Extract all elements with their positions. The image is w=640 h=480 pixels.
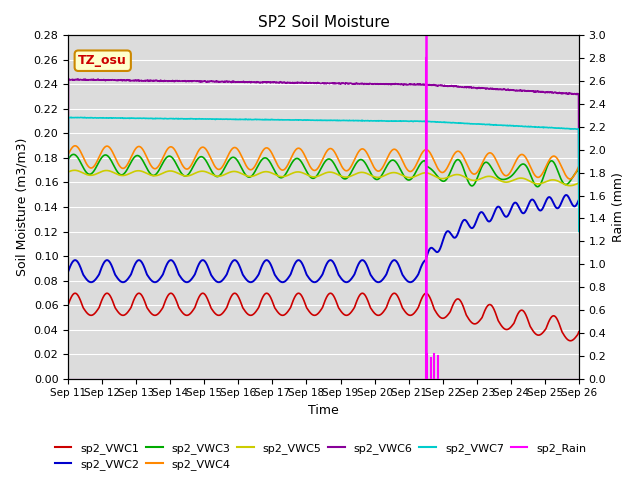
Title: SP2 Soil Moisture: SP2 Soil Moisture [257,15,389,30]
Y-axis label: Soil Moisture (m3/m3): Soil Moisture (m3/m3) [15,138,28,276]
X-axis label: Time: Time [308,404,339,417]
Y-axis label: Raim (mm): Raim (mm) [612,172,625,242]
Text: TZ_osu: TZ_osu [78,54,127,67]
Legend: sp2_VWC1, sp2_VWC2, sp2_VWC3, sp2_VWC4, sp2_VWC5, sp2_VWC6, sp2_VWC7, sp2_Rain: sp2_VWC1, sp2_VWC2, sp2_VWC3, sp2_VWC4, … [51,438,591,474]
